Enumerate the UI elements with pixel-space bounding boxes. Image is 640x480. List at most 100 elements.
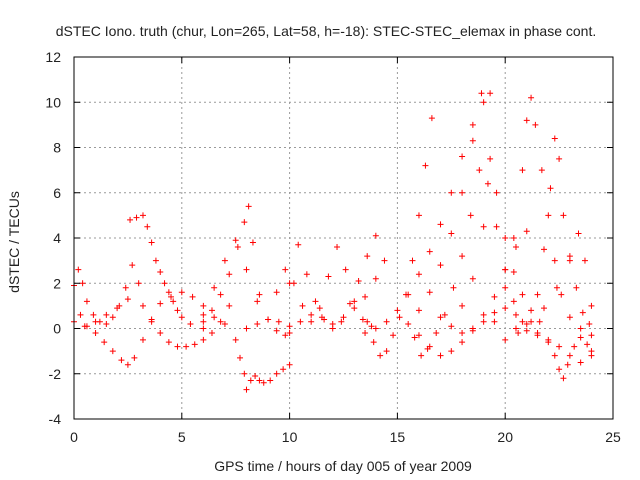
series-11 (364, 115, 435, 359)
data-point (241, 370, 248, 377)
series-20 (502, 230, 595, 343)
data-point (191, 341, 198, 348)
data-point (381, 257, 388, 264)
data-point (312, 298, 319, 305)
data-point (364, 253, 371, 260)
x-tick-label: 20 (497, 429, 513, 445)
data-point (232, 336, 239, 343)
data-point (437, 221, 444, 228)
data-point (571, 343, 578, 350)
data-point (144, 223, 151, 230)
data-point (459, 302, 466, 309)
data-point (221, 257, 228, 264)
data-point (551, 352, 558, 359)
data-point (135, 280, 142, 287)
data-point (566, 314, 573, 321)
data-point (265, 316, 272, 323)
data-point (308, 311, 315, 318)
data-point (286, 323, 293, 330)
data-point (418, 352, 425, 359)
data-point (493, 223, 500, 230)
data-point (510, 268, 517, 275)
data-point (329, 325, 336, 332)
data-point (519, 318, 526, 325)
data-point (536, 318, 543, 325)
data-point (510, 235, 517, 241)
data-point (502, 305, 509, 312)
data-point (340, 314, 347, 321)
data-point (588, 352, 595, 359)
data-point (491, 309, 498, 316)
data-point (383, 348, 390, 355)
data-point (286, 330, 293, 337)
x-tick-label: 0 (70, 429, 78, 445)
data-point (502, 266, 509, 273)
data-point (254, 320, 261, 327)
data-point (426, 289, 433, 296)
data-point (415, 271, 422, 278)
data-point (437, 314, 444, 321)
y-tick-label: -4 (49, 411, 62, 427)
data-point (133, 214, 140, 221)
data-point (256, 377, 263, 384)
data-point (245, 203, 252, 210)
data-point (280, 366, 287, 373)
data-point (433, 330, 440, 337)
data-point (584, 341, 591, 348)
data-point (528, 307, 535, 314)
data-point (519, 291, 526, 298)
data-point (480, 99, 487, 106)
data-point (409, 257, 416, 264)
data-point (512, 244, 519, 251)
data-point (189, 293, 196, 300)
series-15 (415, 228, 530, 359)
data-point (124, 296, 131, 303)
data-point (221, 320, 228, 327)
data-point (114, 305, 121, 312)
series-4 (127, 212, 207, 332)
data-point (254, 298, 261, 305)
data-point (208, 307, 215, 314)
data-point (77, 311, 84, 318)
data-point (422, 162, 429, 169)
data-point (523, 117, 530, 124)
y-tick-label: 2 (53, 275, 61, 291)
data-point (579, 309, 586, 316)
data-point (211, 314, 218, 321)
data-point (415, 212, 422, 219)
data-point (588, 332, 595, 339)
data-point (75, 266, 82, 273)
series-14 (405, 90, 485, 327)
data-point (577, 359, 584, 366)
data-point (342, 266, 349, 273)
data-point (547, 185, 554, 192)
data-point (480, 311, 487, 318)
data-point (187, 320, 194, 327)
data-point (131, 354, 138, 361)
data-point (560, 212, 567, 219)
data-point (469, 137, 476, 144)
data-point (450, 284, 457, 291)
data-point (325, 273, 332, 280)
data-point (448, 230, 455, 237)
data-point (211, 284, 218, 291)
data-point (405, 320, 412, 327)
data-point (515, 330, 522, 337)
series-5 (139, 302, 233, 350)
data-point (426, 343, 433, 350)
data-point (510, 298, 517, 305)
data-point (448, 189, 455, 196)
y-axis-title: dSTEC / TECUs (6, 191, 22, 293)
series-6 (200, 203, 293, 339)
data-point (122, 284, 129, 291)
data-point (405, 291, 412, 298)
series-19 (512, 325, 595, 382)
series-13 (411, 167, 526, 359)
data-point (394, 307, 401, 314)
data-point (523, 320, 530, 327)
data-point (234, 244, 241, 251)
data-point (437, 262, 444, 269)
data-point (415, 307, 422, 314)
data-point (232, 237, 239, 244)
series-7 (232, 336, 293, 393)
